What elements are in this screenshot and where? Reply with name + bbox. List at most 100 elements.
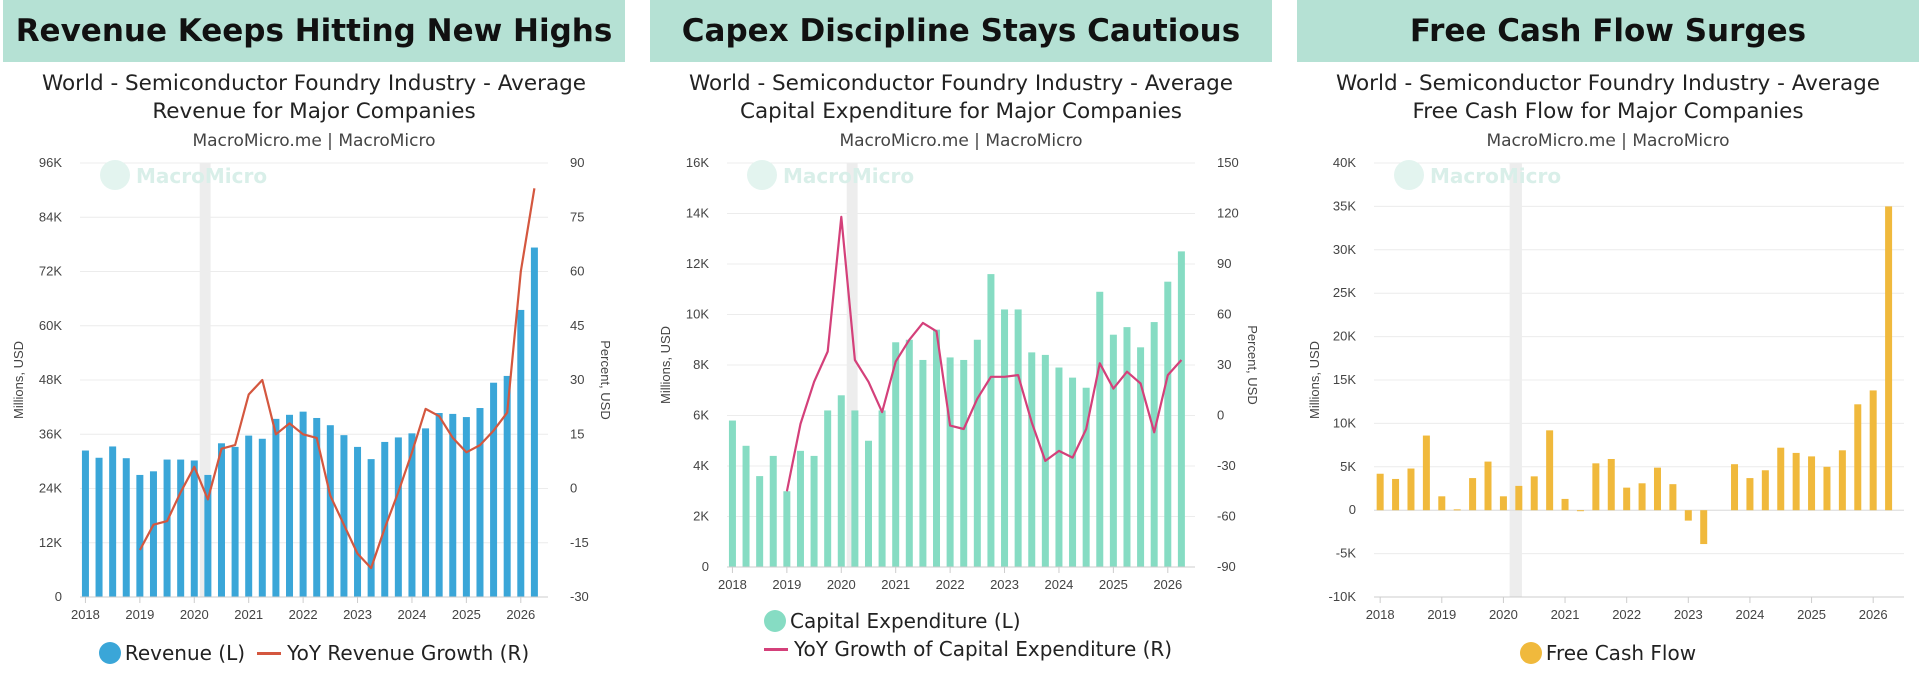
watermark-logo-icon — [1394, 160, 1424, 190]
data-bar — [490, 382, 498, 597]
data-bar — [1469, 478, 1477, 511]
data-bar — [1592, 463, 1600, 511]
data-bar — [1407, 468, 1415, 511]
data-bar — [1014, 309, 1022, 567]
y-tick-label: 10K — [686, 307, 709, 322]
data-bar — [1376, 473, 1384, 511]
x-tick-label: 2026 — [506, 607, 535, 622]
data-bar — [1823, 466, 1831, 511]
data-bar — [503, 375, 511, 597]
data-bar — [217, 443, 225, 597]
x-tick-label: 2018 — [1366, 607, 1395, 622]
y-tick-label: 84K — [39, 209, 62, 224]
chart-title: World - Semiconductor Foundry Industry -… — [3, 70, 625, 126]
y2-tick-label: 0 — [570, 481, 577, 496]
capex-chart: 0 2K 4K 6K 8K 10K 12K 14K 16K -90 -60 -30 0 30 60 90 120… — [658, 155, 1260, 592]
data-bar — [1422, 435, 1430, 511]
y-axis-title: Millions, USD — [1307, 341, 1322, 419]
data-bar — [824, 410, 832, 567]
data-bar — [354, 446, 362, 597]
y2-tick-label: 30 — [570, 372, 584, 387]
data-bar — [1777, 447, 1785, 511]
data-bar — [1854, 404, 1862, 511]
x-tick-label: 2018 — [71, 607, 100, 622]
x-tick-label: 2025 — [1099, 577, 1128, 592]
data-bar — [1082, 387, 1090, 567]
watermark-logo-icon — [747, 160, 777, 190]
data-bar — [933, 329, 941, 567]
data-bar — [1453, 509, 1461, 511]
data-bar — [851, 410, 859, 567]
legend-item-capex-yoy[interactable]: YoY Growth of Capital Expenditure (R) — [764, 637, 1172, 661]
y-tick-label: 30K — [1333, 242, 1356, 257]
data-bar — [340, 435, 348, 597]
data-bar — [973, 339, 981, 567]
fcf-chart: -10K -5K 0 5K 10K 15K 20K 25K 30K 35K 40K MacroMicr… — [1307, 155, 1904, 622]
data-bar — [919, 359, 927, 567]
data-bar — [1576, 510, 1584, 512]
data-bar — [905, 339, 913, 567]
data-bar — [381, 441, 389, 597]
y-tick-label: 35K — [1333, 198, 1356, 213]
data-bar — [960, 359, 968, 567]
y2-tick-label: 120 — [1217, 206, 1239, 221]
revenue-chart: 0 12K 24K 36K 48K 60K 72K 84K 96K -30 -15 0 15 30 45 60… — [11, 155, 613, 622]
data-bar — [878, 410, 886, 567]
legend-item-capex[interactable]: Capital Expenditure (L) — [764, 609, 1021, 633]
x-tick-label: 2023 — [1674, 607, 1703, 622]
watermark-text: MacroMicro — [783, 164, 914, 188]
y-tick-label: 0 — [55, 589, 62, 604]
data-bar — [1546, 430, 1554, 511]
legend-label: YoY Growth of Capital Expenditure (R) — [794, 637, 1173, 661]
x-tick-label: 2023 — [343, 607, 372, 622]
data-bar — [1150, 322, 1158, 567]
y-tick-label: 15K — [1333, 372, 1356, 387]
data-bar — [1055, 367, 1063, 567]
y-tick-label: 0 — [1349, 502, 1356, 517]
y2-tick-label: 60 — [570, 264, 584, 279]
y2-tick-label: 75 — [570, 209, 584, 224]
chart-title: World - Semiconductor Foundry Industry -… — [1297, 70, 1919, 126]
chart-source: MacroMicro.me | MacroMicro — [1486, 131, 1730, 151]
data-bar — [231, 446, 239, 597]
data-bar — [149, 471, 157, 597]
data-bar — [258, 438, 266, 597]
x-tick-label: 2021 — [881, 577, 910, 592]
y-tick-label: -5K — [1336, 546, 1357, 561]
y-tick-label: 60K — [39, 318, 62, 333]
data-bar — [163, 459, 171, 597]
x-tick-label: 2024 — [397, 607, 426, 622]
data-bar — [1808, 456, 1816, 511]
legend-item-fcf[interactable]: Free Cash Flow — [1519, 641, 1696, 665]
y2-axis-title: Percent, USD — [598, 340, 613, 419]
data-bar — [299, 411, 307, 597]
data-bar — [449, 413, 457, 597]
x-tick-label: 2022 — [289, 607, 318, 622]
data-bar — [190, 460, 198, 597]
data-bar — [530, 247, 538, 597]
y2-tick-label: 15 — [570, 426, 584, 441]
y2-tick-label: 45 — [570, 318, 584, 333]
data-bar — [1607, 458, 1615, 511]
data-bar — [435, 413, 443, 597]
x-tick-label: 2021 — [1551, 607, 1580, 622]
data-bar — [742, 445, 750, 567]
data-bar — [756, 476, 764, 567]
data-bar — [122, 458, 130, 597]
y2-tick-label: -30 — [570, 589, 589, 604]
legend-item-yoy-growth[interactable]: YoY Revenue Growth (R) — [257, 641, 529, 665]
x-tick-label: 2026 — [1153, 577, 1182, 592]
legend-item-revenue[interactable]: Revenue (L) — [98, 641, 245, 665]
y-tick-label: 12K — [686, 256, 709, 271]
data-bar — [1484, 461, 1492, 511]
x-tick-label: 2020 — [180, 607, 209, 622]
legend-line-icon — [764, 647, 788, 651]
watermark-logo-icon — [100, 160, 130, 190]
data-bar — [1530, 476, 1538, 511]
data-bar — [783, 491, 791, 567]
x-tick-label: 2019 — [125, 607, 154, 622]
data-bar — [946, 357, 954, 567]
chart-title-line2: Free Cash Flow for Major Companies — [1412, 99, 1804, 124]
x-tick-label: 2021 — [234, 607, 263, 622]
data-bar — [272, 418, 280, 597]
